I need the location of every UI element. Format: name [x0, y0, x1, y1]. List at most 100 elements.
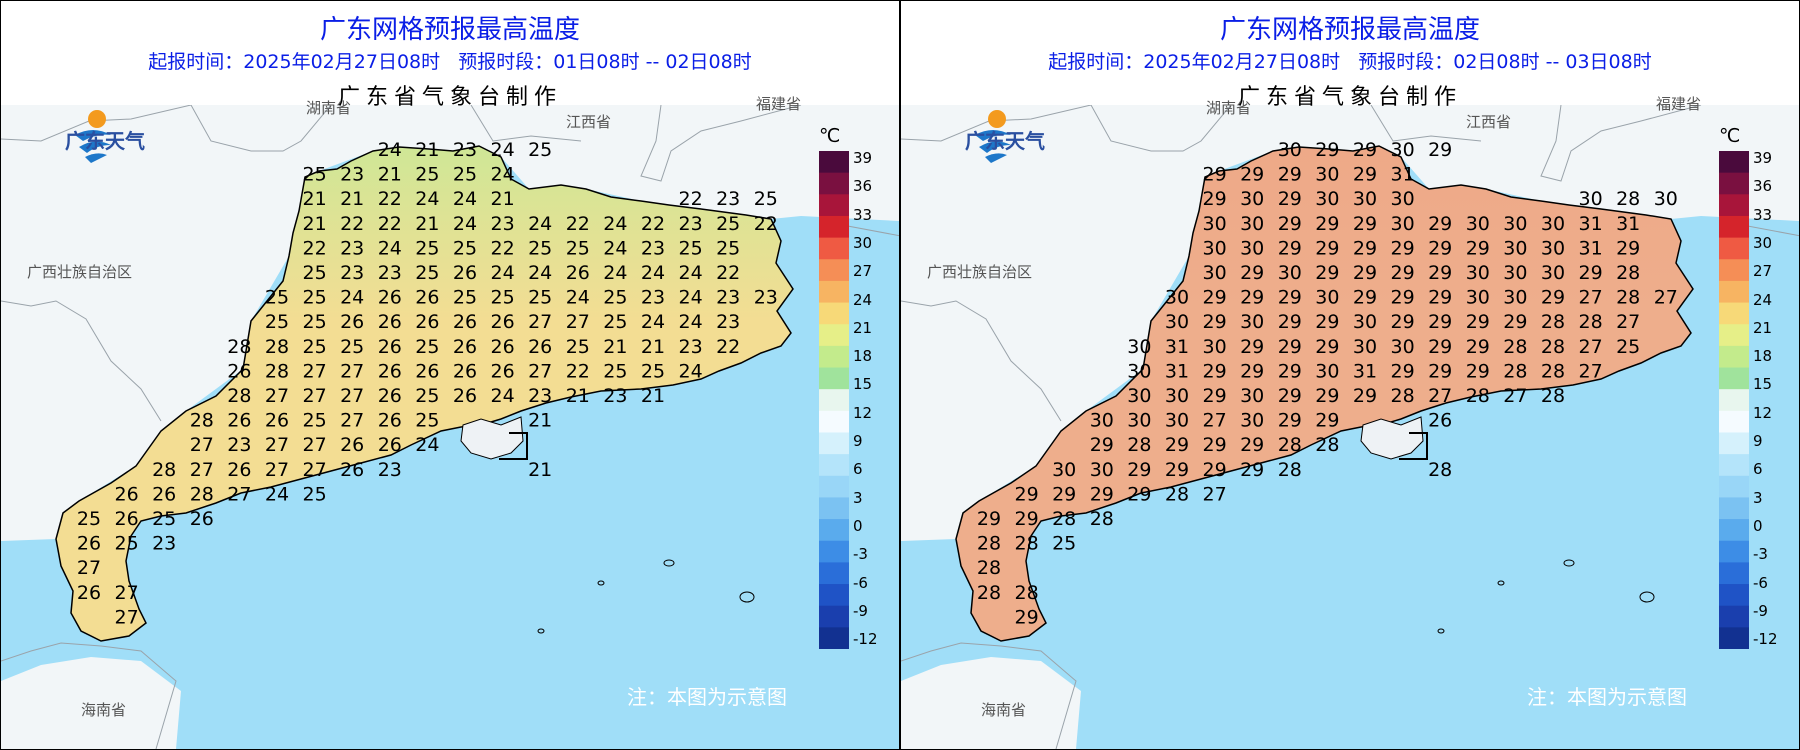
colorbar-tick-label: 27: [853, 262, 873, 281]
grid-temperature-value: 27: [340, 410, 364, 432]
neighbor-land: [1, 105, 899, 541]
island: [1497, 580, 1505, 586]
grid-temperature-value: 28: [1015, 533, 1039, 555]
disclaimer-note: 注：本图为示意图: [627, 685, 787, 709]
grid-temperature-value: 30: [1203, 213, 1227, 235]
grid-temperature-value: 30: [1391, 188, 1415, 210]
province-border: [1090, 105, 1232, 152]
grid-temperature-value: 29: [1616, 237, 1640, 259]
grid-temperature-value: 27: [77, 557, 101, 579]
grid-temperature-value: 24: [679, 311, 703, 333]
grid-temperature-value: 25: [716, 213, 740, 235]
grid-temperature-value: 26: [378, 434, 402, 456]
colorbar-tick-label: -6: [853, 573, 868, 592]
grid-temperature-value: 21: [641, 385, 665, 407]
grid-temperature-value: 21: [303, 188, 327, 210]
colorbar-swatch: [1719, 215, 1749, 239]
colorbar-swatch: [1719, 540, 1749, 563]
grid-temperature-value: 30: [1391, 213, 1415, 235]
grid-temperature-value: 25: [754, 188, 778, 210]
colorbar-swatch: [1719, 475, 1749, 498]
grid-temperature-value: 23: [491, 213, 515, 235]
grid-temperature-value: 29: [1466, 237, 1490, 259]
grid-temperature-value: 29: [1203, 385, 1227, 407]
province-border: [1, 642, 177, 749]
grid-temperature-value: 25: [415, 237, 439, 259]
grid-temperature-value: 29: [1240, 336, 1264, 358]
grid-temperature-value: 28: [1052, 508, 1076, 530]
grid-temperature-value: 24: [679, 360, 703, 382]
grid-temperature-value: 27: [1203, 483, 1227, 505]
grid-temperature-value: 29: [1466, 311, 1490, 333]
grid-temperature-value: 27: [265, 459, 289, 481]
region-label: 江西省: [566, 113, 612, 131]
grid-temperature-value: 23: [453, 139, 477, 161]
grid-temperature-value: 25: [453, 287, 477, 309]
grid-temperature-value: 27: [528, 311, 552, 333]
grid-temperature-value: 30: [1579, 188, 1603, 210]
grid-temperature-value: 30: [1503, 262, 1527, 284]
grid-temperature-value: 27: [115, 582, 139, 604]
grid-temperature-value: 26: [115, 508, 139, 530]
grid-temperature-value: 29: [1278, 336, 1302, 358]
colorbar-swatch: [1719, 389, 1749, 412]
forecast-panel-day1: 24 21 23 24 25 25 23 21 25 25 24 21 21 22 24 24 21 22 23 25…: [0, 0, 900, 750]
colorbar-swatch: [819, 151, 849, 174]
grid-temperature-value: 30: [1391, 336, 1415, 358]
grid-temperature-value: 30: [1165, 287, 1189, 309]
province-border: [901, 642, 1077, 749]
grid-temperature-value: 26: [453, 385, 477, 407]
colorbar-swatch: [819, 540, 849, 563]
colorbar-tick-label: -6: [1753, 573, 1768, 592]
grid-temperature-value: 28: [1015, 582, 1039, 604]
colorbar-swatch: [819, 215, 849, 239]
grid-temperature-value: 29: [1428, 237, 1452, 259]
grid-temperature-value: 29: [1278, 237, 1302, 259]
grid-temperature-value: 30: [1503, 213, 1527, 235]
colorbar-swatch: [819, 410, 849, 433]
grid-temperature-value: 22: [566, 213, 590, 235]
colorbar-tick-label: 9: [853, 432, 863, 450]
grid-temperature-value: 27: [303, 360, 327, 382]
colorbar-tick-label: 30: [1753, 233, 1773, 252]
colorbar-tick-label: 15: [853, 375, 873, 394]
colorbar-swatch: [1719, 345, 1749, 369]
grid-temperature-value: 30: [1240, 213, 1264, 235]
grid-temperature-value: 26: [378, 311, 402, 333]
grid-temperature-value: 28: [1165, 483, 1189, 505]
grid-temperature-value: 30: [1503, 287, 1527, 309]
island: [1639, 591, 1655, 603]
grid-temperature-value: 23: [378, 262, 402, 284]
grid-temperature-value: 29: [1203, 164, 1227, 186]
colorbar-swatch: [819, 324, 849, 347]
grid-temperature-value: 27: [190, 459, 214, 481]
colorbar-swatch: [1719, 605, 1749, 628]
grid-temperature-value: 29: [1278, 213, 1302, 235]
grid-temperature-value: 30: [1203, 262, 1227, 284]
grid-temperature-value: 23: [227, 434, 251, 456]
grid-temperature-value: 30: [1278, 262, 1302, 284]
colorbar-unit: ℃: [819, 125, 841, 147]
forecast-subtitle: 起报时间：2025年02月27日08时 预报时段：01日08时 -- 02日08…: [148, 51, 752, 73]
grid-temperature-value: 25: [265, 287, 289, 309]
grid-temperature-value: 28: [1616, 262, 1640, 284]
grid-temperature-value: 25: [491, 287, 515, 309]
grid-temperature-value: 23: [340, 164, 364, 186]
guangdong-weather-logo-icon: [75, 110, 111, 163]
forecast-subtitle: 起报时间：2025年02月27日08时 预报时段：02日08时 -- 03日08…: [1048, 51, 1652, 73]
grid-temperature-value: 29: [1391, 262, 1415, 284]
colorbar-tick-label: 36: [1753, 177, 1773, 196]
colorbar-swatch: [1719, 302, 1749, 325]
grid-temperature-value: 25: [303, 483, 327, 505]
grid-temperature-value: 23: [378, 459, 402, 481]
grid-temperature-value: 28: [977, 582, 1001, 604]
grid-temperature-value: 25: [415, 410, 439, 432]
grid-temperature-value: 25: [303, 164, 327, 186]
grid-temperature-value: 29: [1353, 164, 1377, 186]
grid-temperature-value: 27: [1579, 287, 1603, 309]
grid-temperature-value: 29: [1428, 262, 1452, 284]
region-label: 湖南省: [306, 99, 352, 117]
hong-kong-boundary: [1399, 432, 1428, 460]
colorbar-tick-label: 21: [853, 318, 873, 337]
colorbar-tick-label: 9: [1753, 432, 1763, 450]
